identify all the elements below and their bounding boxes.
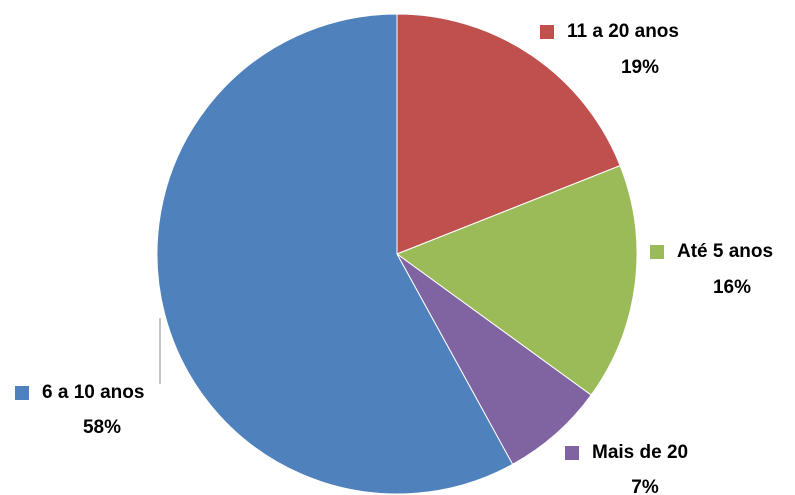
slice-value-label: 7% xyxy=(631,477,659,495)
legend-swatch xyxy=(650,245,664,259)
slice-value-label: 19% xyxy=(621,57,659,78)
pie-slice xyxy=(396,13,621,255)
legend-swatch xyxy=(565,446,579,460)
slice-label: 11 a 20 anos xyxy=(567,21,679,42)
legend-swatch xyxy=(15,386,29,400)
slice-label: Mais de 20 xyxy=(592,442,688,463)
slice-label: 6 a 10 anos xyxy=(42,382,144,403)
slice-value-label: 58% xyxy=(83,417,121,438)
pie-slice xyxy=(396,253,592,465)
pie-slice xyxy=(395,165,638,396)
slice-label: Até 5 anos xyxy=(677,241,773,262)
legend-swatch xyxy=(540,25,554,39)
slice-value-label: 16% xyxy=(713,277,751,298)
pie-slice xyxy=(156,13,514,495)
